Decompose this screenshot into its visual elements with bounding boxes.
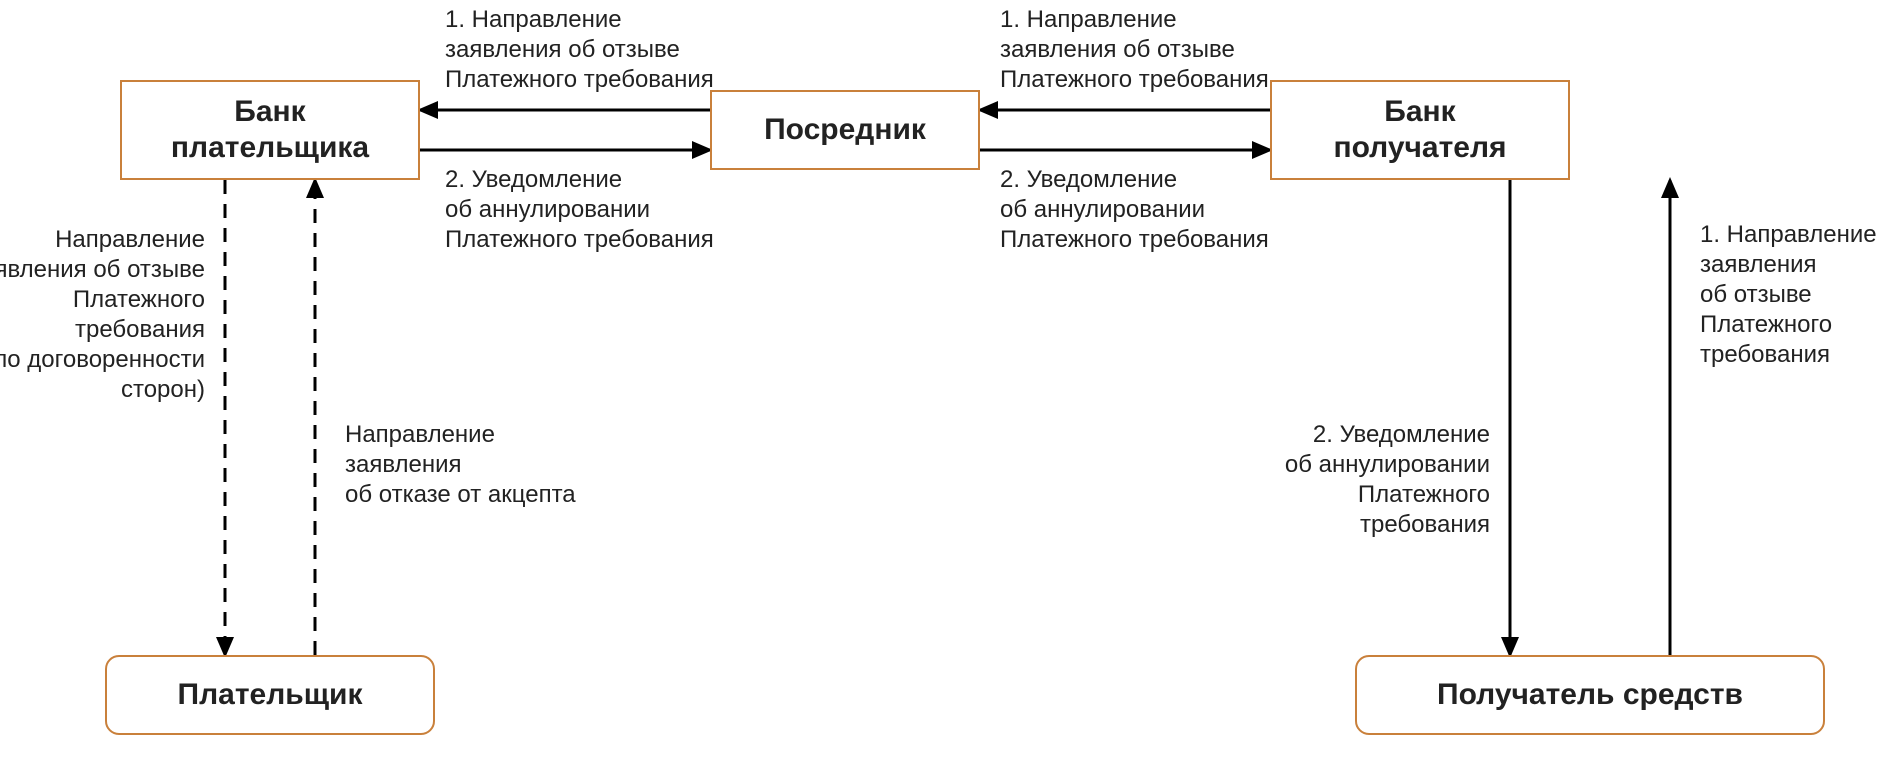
label-top-left-1: 1. Направление заявления об отзыве Плате… bbox=[445, 5, 714, 95]
node-bank-payee: Банк получателя bbox=[1270, 80, 1570, 180]
label-left-col-2: Направление заявления об отказе от акцеп… bbox=[345, 420, 576, 510]
diagram-canvas: Банк плательщика Посредник Банк получате… bbox=[0, 0, 1891, 766]
node-bank-payer: Банк плательщика bbox=[120, 80, 420, 180]
label-top-left-2: 2. Уведомление об аннулировании Платежно… bbox=[445, 165, 714, 255]
label-right-col-2: 2. Уведомление об аннулировании Платежно… bbox=[1285, 420, 1490, 540]
label-top-right-1: 1. Направление заявления об отзыве Плате… bbox=[1000, 5, 1269, 95]
label-top-right-2: 2. Уведомление об аннулировании Платежно… bbox=[1000, 165, 1269, 255]
label-left-col-1: Направление заявления об отзыве Платежно… bbox=[0, 225, 205, 405]
node-payer: Плательщик bbox=[105, 655, 435, 735]
node-intermediary: Посредник bbox=[710, 90, 980, 170]
node-payee: Получатель средств bbox=[1355, 655, 1825, 735]
label-right-col-1: 1. Направление заявления об отзыве Плате… bbox=[1700, 220, 1877, 370]
